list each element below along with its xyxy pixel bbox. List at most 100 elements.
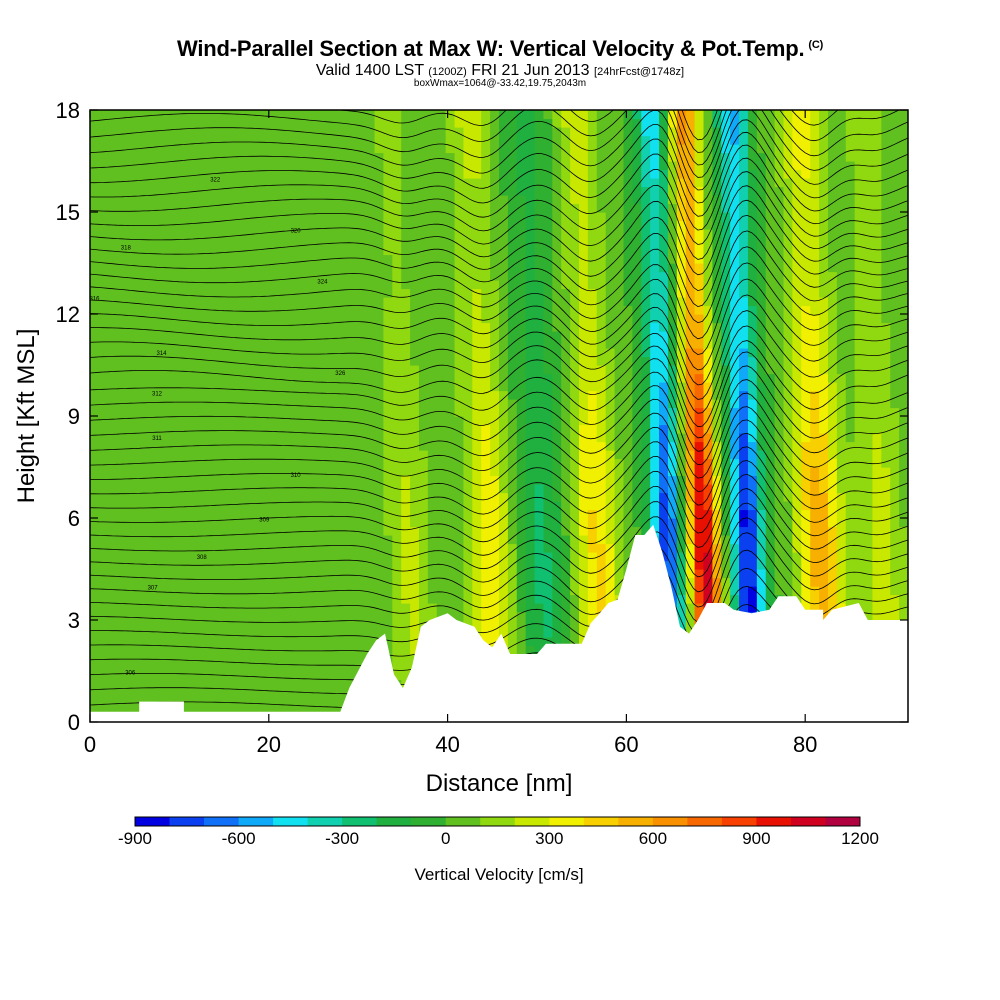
w-cell xyxy=(525,603,536,613)
w-cell xyxy=(392,195,402,205)
w-cell xyxy=(107,543,118,553)
w-cell xyxy=(90,203,100,213)
w-cell xyxy=(561,492,571,502)
w-cell xyxy=(312,169,322,179)
w-cell xyxy=(436,594,447,604)
w-cell xyxy=(205,458,216,468)
w-cell xyxy=(312,467,322,477)
w-cell xyxy=(312,450,322,460)
w-cell xyxy=(170,620,180,630)
w-cell xyxy=(454,450,465,460)
w-cell xyxy=(258,271,269,281)
w-cell xyxy=(312,535,322,545)
w-cell xyxy=(250,628,260,638)
w-cell xyxy=(445,161,456,171)
w-cell xyxy=(463,178,473,188)
w-cell xyxy=(258,552,269,562)
w-cell xyxy=(410,509,420,519)
w-cell xyxy=(676,169,687,179)
w-cell xyxy=(134,305,144,315)
w-cell xyxy=(250,696,260,706)
w-cell xyxy=(481,314,491,324)
w-cell xyxy=(374,518,385,528)
w-cell xyxy=(561,552,571,562)
w-cell xyxy=(365,246,376,256)
w-cell xyxy=(383,280,393,290)
w-cell xyxy=(401,611,411,621)
w-cell xyxy=(356,441,367,451)
w-cell xyxy=(294,280,304,290)
w-cell xyxy=(436,577,447,587)
w-cell xyxy=(241,518,251,528)
w-cell xyxy=(365,637,376,647)
w-cell xyxy=(703,594,713,604)
w-cell xyxy=(98,203,109,213)
w-cell xyxy=(614,288,625,298)
w-cell xyxy=(685,271,696,281)
w-cell xyxy=(418,475,429,485)
w-cell xyxy=(223,475,233,485)
w-cell xyxy=(170,637,180,647)
w-cell xyxy=(285,611,296,621)
w-cell xyxy=(392,501,402,511)
w-cell xyxy=(276,577,287,587)
w-cell xyxy=(579,237,589,247)
w-cell xyxy=(178,662,189,672)
w-cell xyxy=(152,586,162,596)
w-cell xyxy=(356,186,367,196)
w-cell xyxy=(356,288,367,298)
w-cell xyxy=(356,637,367,647)
w-cell xyxy=(330,331,340,341)
w-cell xyxy=(490,178,500,188)
w-cell xyxy=(694,475,705,485)
w-cell xyxy=(250,679,260,689)
w-cell xyxy=(463,382,473,392)
w-cell xyxy=(267,356,278,366)
w-cell xyxy=(676,501,687,511)
w-cell xyxy=(676,467,687,477)
w-cell xyxy=(338,424,349,434)
w-cell xyxy=(623,110,633,120)
w-cell xyxy=(641,161,651,171)
w-cell xyxy=(587,416,598,426)
w-cell xyxy=(543,178,553,188)
w-cell xyxy=(427,127,438,137)
w-cell xyxy=(152,280,162,290)
w-cell xyxy=(570,628,580,638)
w-cell xyxy=(543,611,553,621)
w-cell xyxy=(170,254,180,264)
w-cell xyxy=(525,458,536,468)
w-cell xyxy=(161,611,171,621)
w-cell xyxy=(472,356,482,366)
w-cell xyxy=(418,518,429,528)
w-cell xyxy=(356,654,367,664)
w-cell xyxy=(481,118,491,128)
w-cell xyxy=(205,246,216,256)
w-cell xyxy=(605,577,616,587)
w-cell xyxy=(125,637,136,647)
w-cell xyxy=(401,229,411,239)
w-cell xyxy=(534,424,545,434)
w-cell xyxy=(303,314,313,324)
w-cell xyxy=(330,450,340,460)
w-cell xyxy=(107,144,118,154)
w-cell xyxy=(196,246,207,256)
w-cell xyxy=(365,152,376,162)
w-cell xyxy=(161,628,171,638)
w-cell xyxy=(383,382,393,392)
w-cell xyxy=(196,688,207,698)
w-cell xyxy=(454,212,465,222)
w-cell xyxy=(107,254,118,264)
w-cell xyxy=(356,501,367,511)
w-cell xyxy=(214,135,224,145)
w-cell xyxy=(276,407,287,417)
w-cell xyxy=(481,246,491,256)
w-cell xyxy=(267,305,278,315)
w-cell xyxy=(98,594,109,604)
w-cell xyxy=(472,280,482,290)
w-cell xyxy=(436,382,447,392)
w-cell xyxy=(187,620,198,630)
w-cell xyxy=(258,365,269,375)
w-cell xyxy=(596,288,607,298)
w-cell xyxy=(294,407,304,417)
